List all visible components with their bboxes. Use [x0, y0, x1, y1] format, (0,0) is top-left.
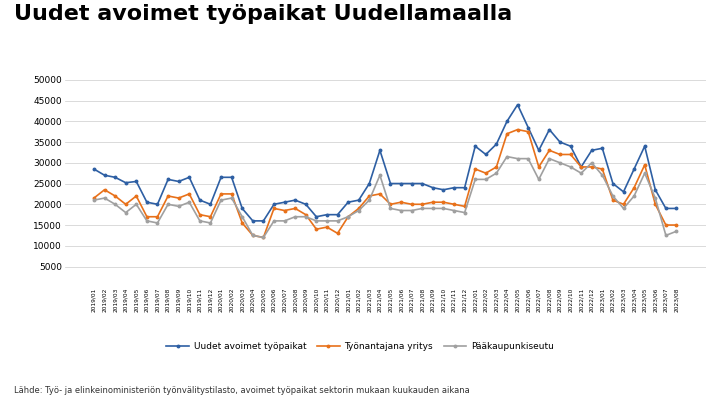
Uudet avoimet työpaikat — [513, 102, 522, 107]
Uudet avoimet työpaikat — [460, 185, 469, 190]
Pääkaupunkiseutu — [503, 154, 511, 159]
Pääkaupunkiseutu — [672, 229, 681, 234]
Uudet avoimet työpaikat — [89, 167, 98, 172]
Uudet avoimet työpaikat — [482, 152, 490, 157]
Uudet avoimet työpaikat — [248, 219, 257, 223]
Text: Uudet avoimet työpaikat Uudellamaalla: Uudet avoimet työpaikat Uudellamaalla — [14, 4, 513, 24]
Työnantajana yritys — [259, 235, 268, 240]
Uudet avoimet työpaikat — [312, 214, 320, 219]
Line: Työnantajana yritys: Työnantajana yritys — [93, 128, 678, 239]
Pääkaupunkiseutu — [100, 196, 109, 200]
Pääkaupunkiseutu — [428, 206, 437, 211]
Työnantajana yritys — [556, 152, 564, 157]
Pääkaupunkiseutu — [460, 210, 469, 215]
Pääkaupunkiseutu — [556, 160, 564, 165]
Työnantajana yritys — [513, 127, 522, 132]
Uudet avoimet työpaikat — [428, 185, 437, 190]
Pääkaupunkiseutu — [482, 177, 490, 182]
Pääkaupunkiseutu — [89, 198, 98, 203]
Pääkaupunkiseutu — [259, 235, 268, 240]
Työnantajana yritys — [428, 200, 437, 205]
Työnantajana yritys — [482, 171, 490, 176]
Line: Uudet avoimet työpaikat: Uudet avoimet työpaikat — [93, 103, 678, 222]
Pääkaupunkiseutu — [312, 219, 320, 223]
Työnantajana yritys — [89, 196, 98, 200]
Työnantajana yritys — [100, 188, 109, 192]
Line: Pääkaupunkiseutu: Pääkaupunkiseutu — [93, 155, 678, 239]
Text: Lähde: Työ- ja elinkeinoministeriön työnvälitystilasto, avoimet työpaikat sektor: Lähde: Työ- ja elinkeinoministeriön työn… — [14, 386, 470, 395]
Uudet avoimet työpaikat — [672, 206, 681, 211]
Uudet avoimet työpaikat — [556, 140, 564, 144]
Työnantajana yritys — [312, 227, 320, 231]
Uudet avoimet työpaikat — [100, 173, 109, 178]
Työnantajana yritys — [672, 223, 681, 227]
Työnantajana yritys — [460, 204, 469, 209]
Legend: Uudet avoimet työpaikat, Työnantajana yritys, Pääkaupunkiseutu: Uudet avoimet työpaikat, Työnantajana yr… — [163, 338, 557, 355]
